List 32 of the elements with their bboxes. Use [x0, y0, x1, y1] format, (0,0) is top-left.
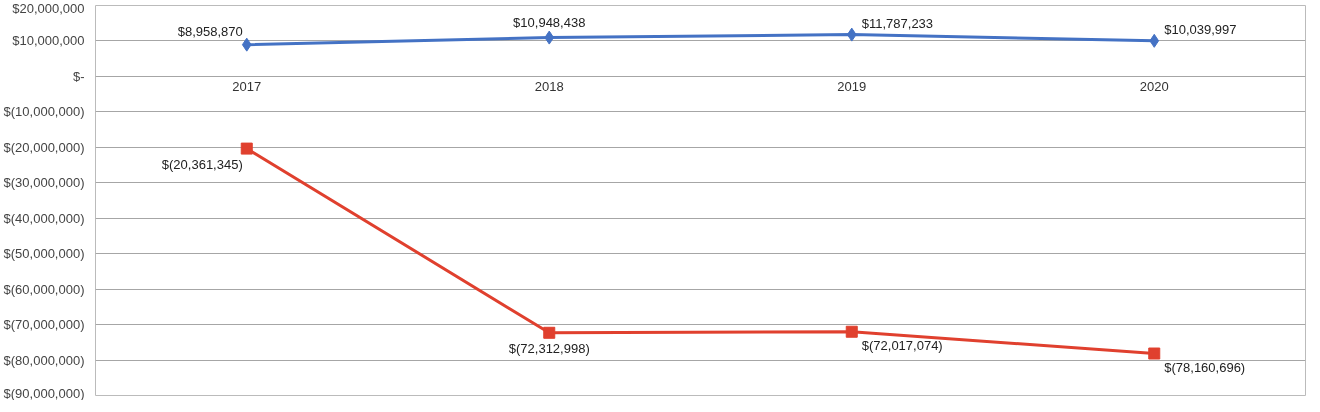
data-label: $10,039,997	[1164, 21, 1237, 37]
point	[241, 37, 252, 52]
y-tick-label: $(20,000,000)	[3, 139, 85, 155]
data-label: $(72,312,998)	[508, 340, 590, 356]
y-tick-label: $(10,000,000)	[3, 104, 85, 120]
point	[544, 30, 555, 45]
y-tick-label: $(90,000,000)	[3, 385, 85, 401]
point	[845, 325, 858, 338]
x-tick-label: 2017	[232, 79, 262, 95]
data-label: $(78,160,696)	[1164, 359, 1246, 375]
data-label: $(72,017,074)	[861, 337, 943, 353]
y-tick-label: $(80,000,000)	[3, 352, 85, 368]
x-tick-label: 2018	[534, 79, 564, 95]
y-tick-label: $(50,000,000)	[3, 246, 85, 262]
y-tick-label: $(60,000,000)	[3, 281, 85, 297]
y-tick-label: $20,000,000	[12, 0, 85, 16]
y-tick-label: $(30,000,000)	[3, 175, 85, 191]
y-tick-label: $10,000,000	[12, 33, 85, 49]
point	[1148, 347, 1161, 360]
point	[1149, 33, 1160, 48]
data-label: $11,787,233	[861, 15, 934, 31]
y-tick-label: $(70,000,000)	[3, 317, 85, 333]
x-tick-label: 2020	[1139, 79, 1169, 95]
data-label: $8,958,870	[177, 23, 243, 39]
point	[543, 326, 556, 339]
data-label: $10,948,438	[513, 14, 586, 30]
point	[846, 27, 857, 42]
y-tick-label: $(40,000,000)	[3, 210, 85, 226]
point	[240, 142, 253, 155]
data-label: $(20,361,345)	[161, 156, 243, 172]
x-tick-label: 2019	[837, 79, 867, 95]
y-tick-label: $-	[72, 68, 85, 84]
